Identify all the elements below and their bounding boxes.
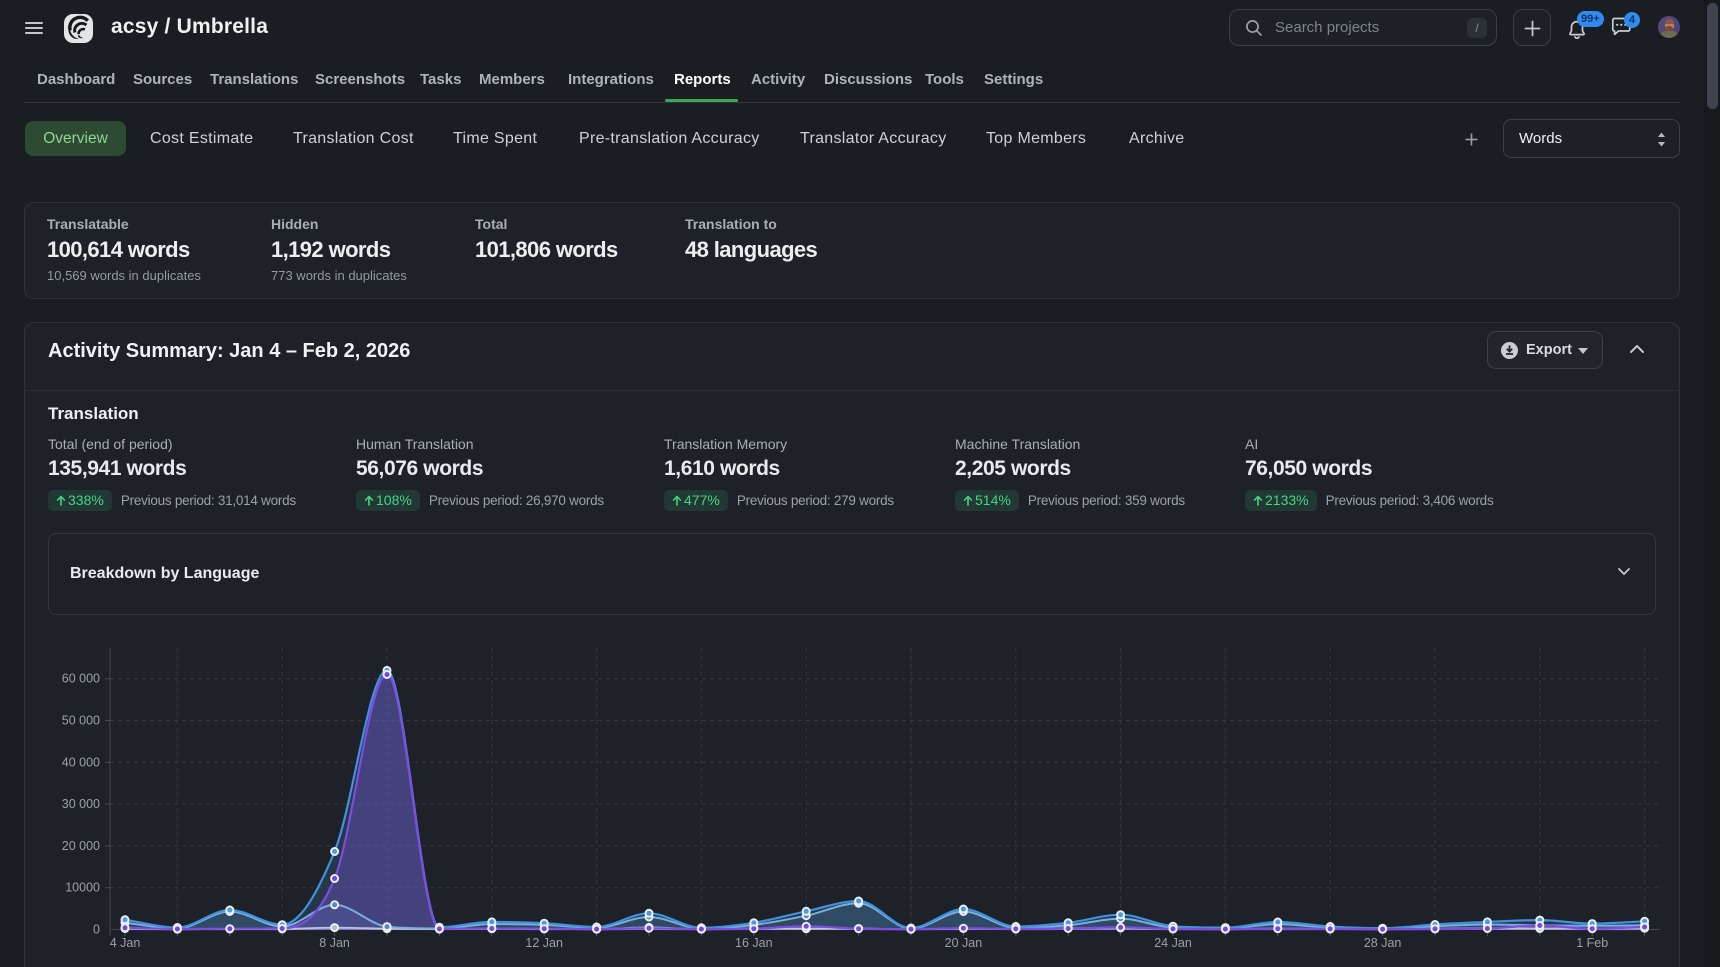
svg-text:20 000: 20 000 <box>62 839 100 853</box>
svg-text:4 Jan: 4 Jan <box>110 936 141 950</box>
svg-text:60 000: 60 000 <box>62 672 100 686</box>
svg-text:0: 0 <box>93 923 100 937</box>
svg-text:20 Jan: 20 Jan <box>945 936 983 950</box>
svg-text:1 Feb: 1 Feb <box>1576 936 1608 950</box>
svg-text:16 Jan: 16 Jan <box>735 936 773 950</box>
svg-text:30 000: 30 000 <box>62 797 100 811</box>
svg-text:24 Jan: 24 Jan <box>1154 936 1192 950</box>
svg-text:40 000: 40 000 <box>62 755 100 769</box>
svg-text:28 Jan: 28 Jan <box>1364 936 1402 950</box>
svg-text:12 Jan: 12 Jan <box>525 936 563 950</box>
svg-text:50 000: 50 000 <box>62 714 100 728</box>
svg-text:8 Jan: 8 Jan <box>319 936 350 950</box>
svg-text:10000: 10000 <box>65 881 100 895</box>
